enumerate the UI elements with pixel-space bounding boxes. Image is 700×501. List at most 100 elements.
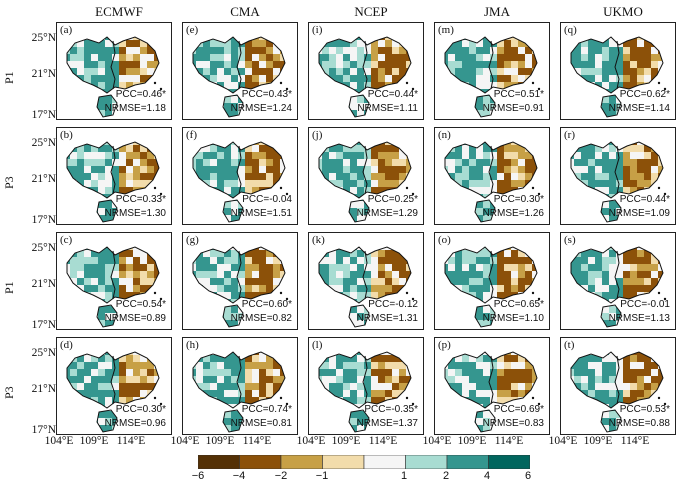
- grid-cell: [238, 47, 245, 54]
- grid-cell: [455, 40, 462, 47]
- grid-cell: [203, 201, 210, 208]
- grid-cell: [287, 222, 294, 225]
- pcc-value: PCC=0.65*: [493, 299, 544, 310]
- grid-cell: [91, 257, 98, 264]
- grid-cell: [497, 264, 504, 271]
- grid-cell: [602, 390, 609, 397]
- grid-cell: [70, 89, 77, 96]
- grid-cell: [483, 180, 490, 187]
- grid-cell: [259, 75, 266, 82]
- grid-cell: [217, 96, 224, 103]
- grid-cell: [616, 142, 623, 145]
- grid-cell: [343, 352, 350, 355]
- grid-cell: [602, 432, 609, 435]
- grid-cell: [203, 47, 210, 54]
- grid-cell: [84, 285, 91, 292]
- grid-cell: [581, 271, 588, 278]
- grid-cell: [637, 355, 644, 362]
- grid-cell: [630, 117, 637, 120]
- grid-cell: [445, 145, 448, 152]
- grid-cell: [581, 110, 588, 117]
- grid-cell: [245, 61, 252, 68]
- grid-cell: [665, 166, 672, 173]
- grid-cell: [476, 383, 483, 390]
- grid-cell: [581, 173, 588, 180]
- pcc-value: PCC=0.25*: [367, 194, 418, 205]
- grid-cell: [483, 264, 490, 271]
- grid-cell: [245, 432, 252, 435]
- grid-cell: [266, 173, 273, 180]
- grid-cell: [623, 37, 630, 40]
- grid-cell: [319, 208, 322, 215]
- grid-cell: [161, 173, 168, 180]
- grid-cell: [637, 222, 644, 225]
- grid-cell: [455, 215, 462, 222]
- grid-cell: [665, 271, 672, 278]
- grid-cell: [616, 285, 623, 292]
- grid-cell: [378, 271, 385, 278]
- lon-label: 114°E: [494, 435, 524, 447]
- grid-cell: [266, 145, 273, 152]
- grid-cell: [259, 54, 266, 61]
- boundary-line: [600, 304, 622, 328]
- boundary-line: [96, 199, 118, 223]
- grid-cell: [336, 89, 343, 96]
- grid-cell: [119, 142, 126, 145]
- grid-cell: [571, 145, 574, 152]
- grid-cell: [525, 247, 532, 250]
- grid-cell: [441, 327, 448, 330]
- grid-cell: [147, 285, 154, 292]
- grid-cell: [448, 397, 455, 404]
- grid-cell: [67, 285, 70, 292]
- grid-cell: [469, 362, 476, 369]
- grid-cell: [445, 404, 448, 411]
- lat-label: 17°N: [31, 319, 56, 331]
- grid-cell: [371, 257, 378, 264]
- grid-cell: [329, 173, 336, 180]
- grid-cell: [193, 320, 196, 327]
- grid-cell: [280, 285, 285, 292]
- grid-cell: [259, 47, 266, 54]
- grid-cell: [98, 152, 105, 159]
- grid-cell: [511, 383, 518, 390]
- grid-cell: [203, 145, 210, 152]
- grid-cell: [490, 327, 497, 330]
- grid-cell: [196, 306, 203, 313]
- grid-cell: [154, 285, 159, 292]
- grid-cell: [280, 61, 285, 68]
- grid-cell: [518, 145, 525, 152]
- grid-cell: [193, 369, 196, 376]
- grid-cell: [364, 117, 371, 120]
- island-dot: [531, 396, 535, 400]
- grid-cell: [77, 299, 84, 306]
- grid-cell: [637, 61, 644, 68]
- grid-cell: [595, 376, 602, 383]
- colorbar-tick: 6: [524, 470, 532, 482]
- grid-cell: [602, 173, 609, 180]
- grid-cell: [329, 369, 336, 376]
- grid-cell: [196, 404, 203, 411]
- boundary-line: [222, 94, 244, 118]
- grid-cell: [280, 222, 287, 225]
- grid-cell: [77, 142, 84, 145]
- grid-cell: [651, 376, 658, 383]
- grid-cell: [91, 145, 98, 152]
- grid-cell: [378, 432, 385, 435]
- grid-cell: [210, 306, 217, 313]
- grid-cell: [445, 173, 448, 180]
- grid-cell: [77, 264, 84, 271]
- grid-cell: [399, 142, 406, 145]
- grid-cell: [574, 222, 581, 225]
- grid-cell: [119, 257, 126, 264]
- grid-cell: [469, 299, 476, 306]
- grid-cell: [350, 194, 357, 201]
- boundary-line: [614, 355, 620, 405]
- grid-cell: [287, 82, 294, 89]
- grid-cell: [224, 383, 231, 390]
- grid-cell: [252, 152, 259, 159]
- grid-cell: [392, 362, 399, 369]
- grid-cell: [319, 250, 322, 257]
- grid-cell: [224, 390, 231, 397]
- grid-cell: [644, 142, 651, 145]
- grid-cell: [119, 152, 126, 159]
